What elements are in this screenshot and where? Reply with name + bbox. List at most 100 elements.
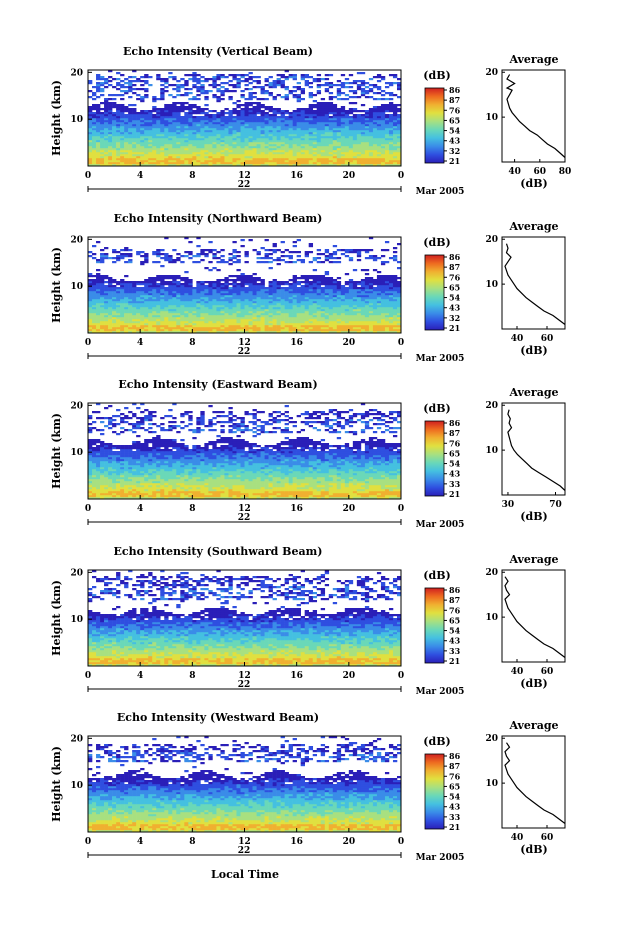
heatmap-cell [292,124,297,127]
heatmap-cell [168,277,173,280]
heatmap-cell [192,142,197,145]
heatmap-cell [300,156,305,159]
heatmap-cell [348,329,354,332]
heatmap-cell [364,136,370,139]
heatmap-cell [120,160,125,163]
heatmap-cell [396,307,402,310]
heatmap-cell [272,305,277,308]
heatmap-cell [232,309,237,312]
heatmap-cell [92,116,97,119]
heatmap-cell [144,317,149,320]
heatmap-cell [176,112,181,115]
heatmap-cell [192,297,197,300]
heatmap-cell [300,281,305,284]
heatmap-cell [328,285,334,288]
heatmap-cell [104,144,109,147]
heatmap-cell [368,164,374,167]
heatmap-cell [184,160,189,163]
heatmap-cell [112,289,117,292]
heatmap-cell [240,122,245,125]
heatmap-cell [248,132,253,135]
heatmap-cell [388,74,394,77]
heatmap-cell [172,156,177,159]
heatmap-cell [140,311,145,314]
heatmap-cell [164,116,169,119]
heatmap-cell [108,94,113,97]
heatmap-cell [316,150,322,153]
heatmap-cell [392,317,398,320]
heatmap-cell [268,325,273,328]
heatmap-cell [208,285,213,288]
heatmap-cell [312,132,318,135]
heatmap-cell [88,321,93,324]
heatmap-cell [224,128,229,131]
heatmap-cell [252,86,257,89]
heatmap-cell [128,315,133,318]
heatmap-cell [228,162,233,165]
heatmap-cell [272,289,277,292]
heatmap-cell [292,164,297,167]
heatmap-cell [280,156,285,159]
heatmap-cell [256,287,261,290]
heatmap-cell [108,289,113,292]
heatmap-cell [160,323,165,326]
heatmap-cell [168,152,173,155]
heatmap-cell [232,116,237,119]
heatmap-cell [220,311,225,314]
heatmap-cell [112,124,117,127]
heatmap-cell [184,118,189,121]
heatmap-cell [148,283,153,286]
heatmap-cell [352,305,358,308]
heatmap-cell [280,124,285,127]
heatmap-cell [232,124,237,127]
heatmap-cell [108,297,113,300]
heatmap-cell [264,122,269,125]
heatmap-cell [320,102,326,105]
heatmap-cell [288,307,293,310]
heatmap-cell [112,305,117,308]
heatmap-cell [380,275,386,278]
heatmap-cell [388,327,394,330]
heatmap-cell [220,309,225,312]
heatmap-cell [220,86,225,89]
heatmap-cell [172,295,177,298]
heatmap-cell [232,281,237,284]
heatmap-cell [304,164,309,167]
heatmap-cell [116,110,121,113]
heatmap-cell [352,309,358,312]
heatmap-cell [324,142,330,145]
heatmap-cell [296,144,301,147]
heatmap-cell [304,134,309,137]
heatmap-cell [288,140,293,143]
heatmap-cell [284,158,289,161]
heatmap-cell [240,327,245,330]
heatmap-cell [196,299,201,302]
heatmap-cell [148,319,153,322]
heatmap-cell [136,126,141,129]
heatmap-cell [304,132,309,135]
heatmap-cell [388,148,394,151]
heatmap-cell [108,146,113,149]
heatmap-cell [92,164,97,167]
heatmap-cell [168,142,173,145]
heatmap-cell [260,156,265,159]
heatmap-cell [180,289,185,292]
heatmap-cell [292,140,297,143]
heatmap-cell [184,130,189,133]
heatmap-cell [244,305,249,308]
heatmap-cell [368,90,374,93]
heatmap-cell [108,80,113,83]
heatmap-cell [380,295,386,298]
heatmap-cell [144,112,149,115]
x-tick-label: 12 [238,171,251,181]
heatmap-cell [356,156,362,159]
heatmap-cell [244,158,249,161]
heatmap-cell [248,289,253,292]
heatmap-cell [296,112,301,115]
heatmap-cell [300,317,305,320]
heatmap-cell [360,152,366,155]
heatmap-cell [252,148,257,151]
heatmap-cell [172,122,177,125]
heatmap-cell [384,291,390,294]
heatmap-cell [304,305,309,308]
